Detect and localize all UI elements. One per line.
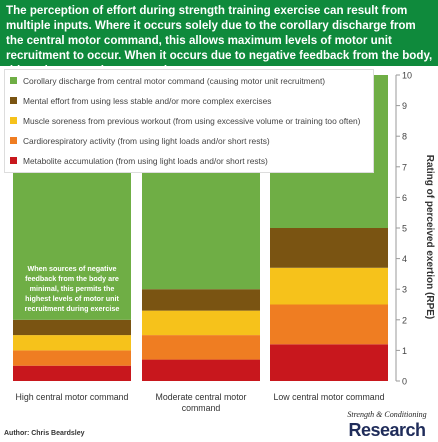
bar-segment-1-1 [13,365,131,381]
y-tick-label-1: 1 [402,346,407,356]
legend-swatch [10,77,17,84]
legend-label: Mental effort from using less stable and… [23,96,272,106]
bar-segment-1-2 [13,350,131,366]
y-tick-label-6: 6 [402,193,407,203]
y-tick-label-0: 0 [402,377,407,387]
legend-swatch [10,97,17,104]
legend-label: Cardiorespiratory activity (from using l… [23,136,270,146]
bar-segment-2-1 [142,359,260,381]
y-tick-label-5: 5 [402,224,407,234]
bar-segment-1-4 [13,319,131,336]
header-banner: The perception of effort during strength… [0,0,438,77]
y-tick-label-10: 10 [402,71,412,81]
bar-segment-3-3 [270,267,388,305]
legend-label: Metabolite accumulation (from using ligh… [23,156,268,166]
category-label-3: Low central motor command [274,392,385,402]
bar-segment-1-3 [13,335,131,351]
logo-tagline: Strength & Conditioning [347,410,427,419]
logo-wordmark: Research [348,420,426,440]
y-axis-label: Rating of perceived exertion (RPE) [424,155,435,319]
category-label-2: Moderate central motor command [156,392,247,413]
chart-legend: Corollary discharge from central motor c… [4,69,374,173]
bar-segment-2-2 [142,335,260,360]
header-title: The perception of effort during strength… [6,4,433,77]
y-tick-label-4: 4 [402,254,407,264]
legend-swatch [10,117,17,124]
bar-segment-2-3 [142,310,260,336]
category-label-1: High central motor command [16,392,129,402]
y-axis: 0 1 2 3 4 5 6 7 8 9 10 [395,71,412,387]
legend-swatch [10,157,17,164]
bar-segment-3-1 [270,344,388,381]
bar-segment-3-2 [270,304,388,345]
bar-segment-3-4 [270,228,388,268]
brand-logo: Strength & Conditioning Research [338,410,436,442]
author-credit: Author: Chris Beardsley [4,430,85,437]
y-tick-label-2: 2 [402,315,407,325]
legend-swatch [10,137,17,144]
bar-segment-2-4 [142,289,260,311]
y-tick-label-7: 7 [402,162,407,172]
legend-label: Muscle soreness from previous workout (f… [23,116,361,126]
y-tick-label-9: 9 [402,101,407,111]
chart-annotation: When sources of negative feedback from t… [24,264,120,313]
y-tick-label-8: 8 [402,132,407,142]
y-tick-label-3: 3 [402,285,407,295]
legend-label: Corollary discharge from central motor c… [23,76,326,86]
category-labels: High central motor command Moderate centr… [16,392,385,413]
